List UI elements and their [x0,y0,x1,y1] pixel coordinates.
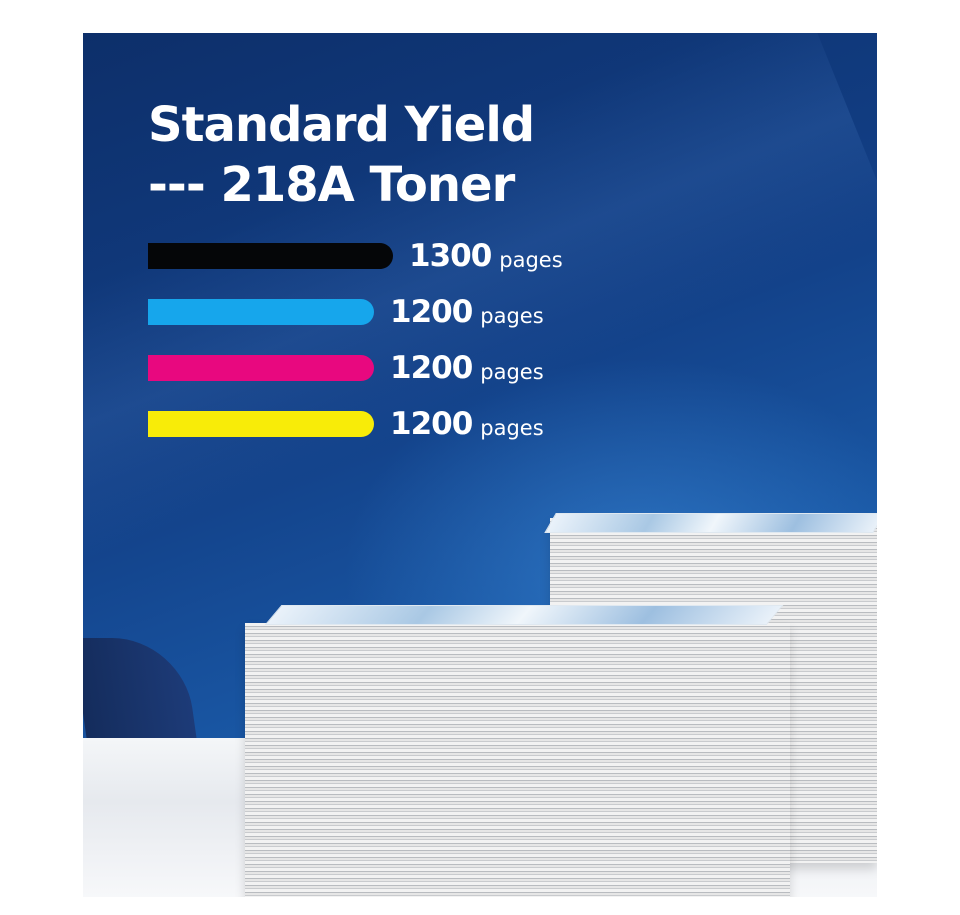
yield-bar-yellow [148,411,374,437]
yield-unit: pages [499,248,563,272]
paper-stack-front [245,623,790,897]
printed-sheet [264,605,784,625]
product-image: Standard Yield --- 218A Toner 1300 pages 1… [83,33,877,897]
yield-unit: pages [480,304,544,328]
page-title: Standard Yield --- 218A Toner [148,95,535,215]
yield-value: 1200 [390,350,473,386]
yield-value: 1200 [390,406,473,442]
title-line-2: --- 218A Toner [148,157,515,213]
printed-sheet [544,513,877,533]
yield-bar-black [148,243,393,269]
title-line-1: Standard Yield [148,97,535,153]
yield-unit: pages [480,360,544,384]
yield-row-yellow: 1200 pages [148,406,544,442]
yield-row-black: 1300 pages [148,238,563,274]
yield-unit: pages [480,416,544,440]
yield-row-cyan: 1200 pages [148,294,544,330]
yield-value: 1300 [409,238,492,274]
yield-bar-cyan [148,299,374,325]
yield-bar-magenta [148,355,374,381]
yield-row-magenta: 1200 pages [148,350,544,386]
yield-value: 1200 [390,294,473,330]
